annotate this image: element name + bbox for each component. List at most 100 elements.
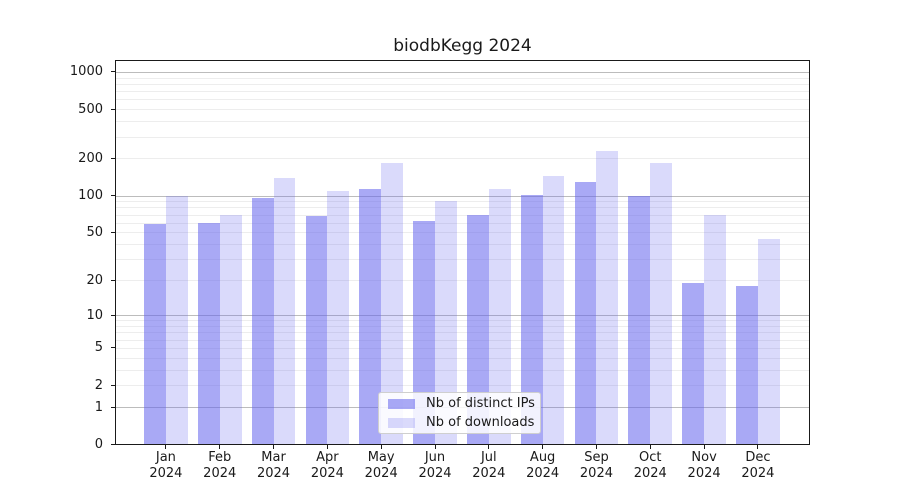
bar-apr-distinct-ips: [305, 216, 328, 444]
month-label: Jun: [424, 450, 446, 465]
legend-swatch-distinct-ips: [388, 398, 415, 409]
minor-gridline-4: [116, 357, 809, 359]
year-label: 2024: [472, 466, 506, 481]
legend-label-distinct-ips: Nb of distinct IPs: [426, 396, 535, 411]
month-label: Dec: [745, 450, 771, 465]
bar-jul-downloads: [488, 189, 511, 444]
month-label: Jan: [155, 450, 176, 465]
bar-jan-downloads: [165, 195, 188, 444]
bar-aug-downloads: [542, 176, 565, 444]
bar-oct-distinct-ips: [628, 195, 651, 444]
y-tick-label-10: 10: [86, 307, 103, 323]
x-tick-label-oct: Oct 2024: [620, 450, 680, 482]
y-tick-mark-200: [111, 157, 115, 159]
y-tick-label-20: 20: [86, 272, 103, 288]
year-label: 2024: [687, 466, 721, 481]
x-tick-mark-mar: [273, 444, 275, 449]
minor-gridline-2: [116, 385, 809, 387]
year-label: 2024: [633, 466, 667, 481]
x-tick-mark-jun: [434, 444, 436, 449]
y-tick-mark-20: [111, 279, 115, 281]
year-label: 2024: [256, 466, 291, 481]
month-label: Aug: [529, 450, 556, 465]
minor-gridline-5: [116, 347, 809, 349]
y-tick-label-500: 500: [78, 101, 103, 117]
x-tick-mark-feb: [219, 444, 221, 449]
y-tick-label-100: 100: [78, 188, 103, 204]
major-gridline-100: [116, 195, 809, 197]
minor-gridline-50: [116, 232, 809, 234]
month-label: Feb: [208, 450, 232, 465]
bar-mar-downloads: [273, 177, 296, 444]
bar-jun-downloads: [435, 200, 457, 444]
bar-apr-downloads: [327, 191, 350, 444]
minor-gridline-700: [116, 91, 809, 93]
x-tick-mark-may: [380, 444, 382, 449]
month-label: Jul: [480, 450, 497, 465]
bar-oct-downloads: [650, 162, 673, 444]
month-label: Apr: [316, 450, 339, 465]
year-label: 2024: [741, 466, 775, 481]
month-label: Nov: [691, 450, 717, 465]
bar-nov-distinct-ips: [682, 282, 705, 444]
minor-gridline-80: [116, 207, 809, 209]
month-label: Oct: [639, 450, 662, 465]
minor-gridline-3: [116, 369, 809, 371]
bar-aug-distinct-ips: [520, 194, 543, 444]
month-label: May: [367, 450, 395, 465]
bar-nov-downloads: [704, 214, 726, 444]
minor-gridline-6: [116, 339, 809, 341]
bar-may-distinct-ips: [359, 188, 382, 444]
minor-gridline-60: [116, 222, 809, 224]
x-tick-label-jul: Jul 2024: [459, 450, 519, 482]
year-label: 2024: [579, 466, 613, 481]
minor-gridline-200: [116, 158, 809, 160]
month-label: Sep: [584, 450, 609, 465]
major-gridline-1000: [116, 71, 809, 73]
minor-gridline-7: [116, 332, 809, 334]
x-tick-mark-sep: [595, 444, 597, 449]
minor-gridline-8: [116, 325, 809, 327]
minor-gridline-800: [116, 83, 809, 85]
y-tick-mark-100: [111, 195, 115, 197]
legend-label-downloads: Nb of downloads: [426, 415, 535, 430]
minor-gridline-9: [116, 320, 809, 322]
x-tick-label-dec: Dec 2024: [728, 450, 788, 482]
major-gridline-10: [116, 315, 809, 317]
minor-gridline-20: [116, 280, 809, 282]
bar-dec-distinct-ips: [736, 285, 758, 444]
x-tick-mark-aug: [542, 444, 544, 449]
year-label: 2024: [149, 466, 183, 481]
y-tick-mark-1: [111, 406, 115, 408]
bar-jan-distinct-ips: [144, 223, 166, 444]
y-tick-mark-5: [111, 347, 115, 349]
legend: Nb of distinct IPs Nb of downloads: [378, 392, 541, 434]
year-label: 2024: [526, 466, 560, 481]
legend-item-distinct-ips: Nb of distinct IPs: [388, 396, 535, 411]
bar-jun-distinct-ips: [413, 221, 435, 444]
x-tick-label-mar: Mar 2024: [244, 450, 304, 482]
x-tick-mark-nov: [703, 444, 705, 449]
bar-sep-distinct-ips: [574, 181, 597, 444]
y-tick-label-2: 2: [94, 377, 103, 393]
bar-sep-downloads: [596, 150, 619, 444]
minor-gridline-40: [116, 244, 809, 246]
minor-gridline-300: [116, 136, 809, 138]
x-tick-label-aug: Aug 2024: [513, 450, 573, 482]
minor-gridline-30: [116, 259, 809, 261]
x-tick-label-feb: Feb 2024: [190, 450, 250, 482]
y-tick-mark-2: [111, 384, 115, 386]
y-tick-mark-0: [111, 444, 115, 445]
legend-item-downloads: Nb of downloads: [388, 415, 535, 430]
bar-jul-distinct-ips: [467, 215, 489, 444]
x-tick-label-sep: Sep 2024: [566, 450, 626, 482]
bar-dec-downloads: [757, 239, 780, 444]
month-label: Mar: [261, 450, 286, 465]
year-label: 2024: [364, 466, 398, 481]
y-tick-mark-1000: [111, 71, 115, 73]
x-tick-label-apr: Apr 2024: [297, 450, 357, 482]
y-tick-label-5: 5: [94, 340, 103, 356]
x-tick-label-jan: Jan 2024: [136, 450, 196, 482]
legend-swatch-downloads: [388, 417, 415, 428]
y-tick-label-1: 1: [94, 399, 103, 415]
